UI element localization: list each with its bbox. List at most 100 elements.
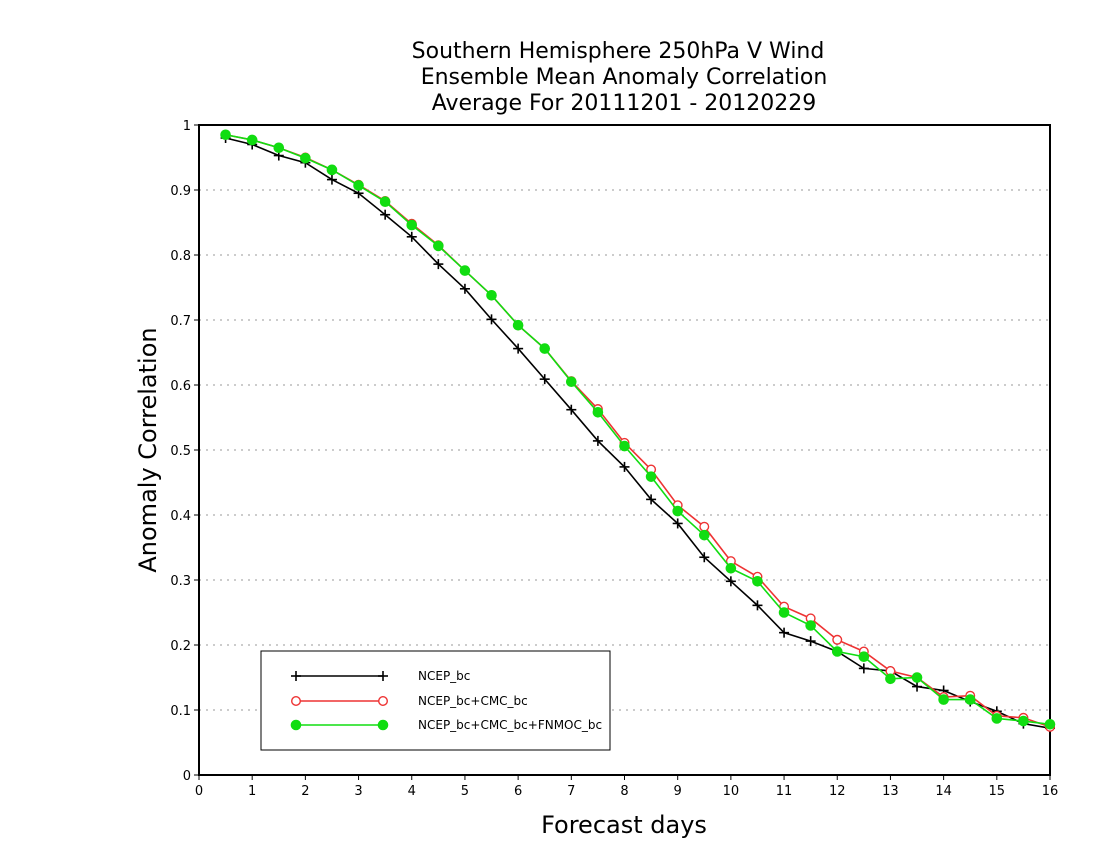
data-point — [459, 283, 470, 294]
y-tick-label: 0.9 — [170, 184, 191, 199]
data-point — [885, 673, 896, 685]
legend-marker — [291, 671, 301, 681]
data-point — [1044, 719, 1056, 730]
x-tick-label: 5 — [461, 784, 469, 799]
data-point — [1018, 715, 1029, 727]
x-tick-label: 15 — [989, 784, 1006, 799]
x-tick-label: 10 — [723, 784, 740, 799]
series-2 — [220, 129, 1055, 732]
x-tick-label: 12 — [829, 784, 846, 799]
data-point — [912, 681, 923, 692]
legend-marker — [291, 696, 302, 707]
y-tick-label: 0.5 — [170, 444, 191, 459]
data-point — [326, 164, 338, 176]
legend-label: NCEP_bc — [418, 669, 470, 683]
data-point — [752, 576, 763, 587]
legend-marker — [378, 671, 388, 681]
x-tick-label: 13 — [882, 784, 899, 799]
series-line — [225, 137, 1051, 729]
data-point — [406, 231, 417, 242]
data-point — [805, 636, 816, 647]
data-point — [779, 627, 790, 638]
x-axis-title: Forecast days — [541, 811, 707, 839]
data-point — [592, 435, 603, 446]
data-point — [566, 404, 577, 415]
axis-ticks: 00.10.20.30.40.50.60.70.80.910 1 2 3 4 5 6 7 8 9 1… — [170, 119, 1058, 799]
data-point — [379, 196, 391, 207]
data-point — [512, 319, 524, 331]
series-3 — [220, 129, 1056, 730]
legend: NCEP_bc NCEP_bc+CMC_bc NCEP_bc+CMC_bc+FNMO… — [260, 650, 611, 751]
series-line — [225, 133, 1051, 726]
y-tick-label: 0.3 — [170, 574, 191, 589]
data-point — [459, 265, 471, 276]
chart-title-line-2: Ensemble Mean Anomaly Correlation — [421, 65, 828, 90]
y-tick-label: 0.7 — [170, 314, 191, 329]
x-tick-label: 1 — [248, 784, 256, 799]
y-axis-title: Anomaly Correlation — [134, 327, 162, 572]
x-tick-label: 0 — [195, 784, 203, 799]
data-point — [672, 505, 683, 517]
data-point — [273, 142, 285, 154]
data-point — [699, 552, 710, 563]
y-tick-label: 0.1 — [170, 704, 191, 719]
data-point — [220, 129, 231, 141]
data-point — [725, 563, 737, 574]
x-tick-label: 4 — [408, 784, 416, 799]
data-point — [805, 620, 816, 631]
data-point — [406, 219, 418, 231]
legend-label: NCEP_bc+CMC_bc+FNMOC_bc — [418, 718, 602, 732]
data-point — [433, 259, 444, 270]
data-point — [486, 314, 497, 325]
y-tick-label: 0.6 — [170, 379, 191, 394]
data-point — [300, 152, 311, 164]
data-point — [619, 461, 630, 472]
x-tick-label: 14 — [935, 784, 952, 799]
series-group — [220, 129, 1056, 734]
data-point — [513, 343, 524, 354]
data-point — [964, 694, 976, 705]
x-tick-label: 8 — [620, 784, 628, 799]
data-point — [725, 576, 736, 587]
legend-marker — [377, 719, 389, 731]
data-point — [832, 634, 843, 645]
data-point — [991, 713, 1003, 724]
y-tick-label: 1 — [183, 119, 191, 134]
x-tick-label: 9 — [674, 784, 682, 799]
x-tick-label: 6 — [514, 784, 522, 799]
x-tick-label: 16 — [1042, 784, 1059, 799]
x-tick-label: 11 — [776, 784, 793, 799]
y-tick-label: 0.2 — [170, 639, 191, 654]
data-point — [831, 646, 843, 657]
data-point — [858, 651, 870, 663]
data-point — [539, 374, 550, 385]
data-point — [699, 521, 710, 532]
data-point — [539, 343, 551, 354]
data-point — [752, 600, 763, 611]
y-tick-label: 0.4 — [170, 509, 191, 524]
data-point — [858, 663, 869, 674]
x-tick-label: 2 — [301, 784, 309, 799]
legend-label: NCEP_bc+CMC_bc — [418, 694, 528, 708]
y-tick-label: 0.8 — [170, 249, 191, 264]
data-point — [646, 494, 657, 505]
x-tick-label: 3 — [354, 784, 362, 799]
data-point — [433, 240, 444, 252]
data-point — [938, 694, 949, 705]
data-point — [326, 174, 337, 185]
data-point — [911, 672, 923, 683]
legend-item-3: NCEP_bc+CMC_bc+FNMOC_bc — [290, 718, 602, 732]
chart-title-line-3: Average For 20111201 - 20120229 — [432, 91, 817, 116]
data-point — [246, 134, 258, 146]
legend-marker — [290, 719, 302, 731]
chart-title-line-1: Southern Hemisphere 250hPa V Wind — [412, 39, 825, 64]
data-point — [380, 209, 391, 220]
data-point — [486, 290, 497, 301]
series-line — [225, 133, 1051, 728]
x-tick-label: 7 — [567, 784, 575, 799]
series-1 — [220, 133, 1055, 734]
legend-marker — [378, 696, 389, 707]
legend-item-1: NCEP_bc — [291, 669, 470, 683]
data-point — [353, 180, 364, 191]
